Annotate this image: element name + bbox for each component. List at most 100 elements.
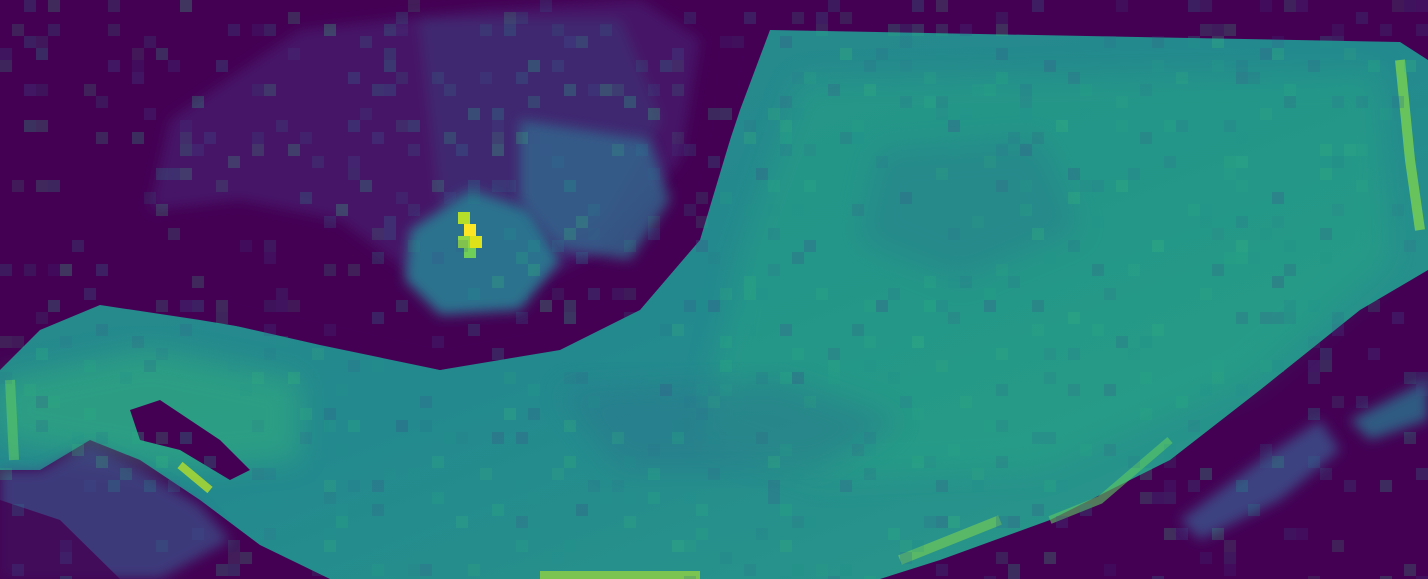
grain-pixel <box>1404 564 1416 576</box>
grain-pixel <box>468 192 480 204</box>
grain-pixel <box>900 540 912 552</box>
grain-pixel <box>864 336 876 348</box>
grain-pixel <box>384 468 396 480</box>
grain-pixel <box>648 84 660 96</box>
grain-pixel <box>780 504 792 516</box>
grain-pixel <box>912 336 924 348</box>
grain-pixel <box>288 372 300 384</box>
grain-pixel <box>756 120 768 132</box>
grain-pixel <box>744 12 756 24</box>
grain-pixel <box>0 372 12 384</box>
grain-pixel <box>864 444 876 456</box>
grain-pixel <box>264 300 276 312</box>
grain-pixel <box>1296 528 1308 540</box>
grain-pixel <box>228 552 240 564</box>
grain-pixel <box>648 372 660 384</box>
grain-pixel <box>84 480 96 492</box>
grain-pixel <box>1080 444 1092 456</box>
grain-pixel <box>936 96 948 108</box>
grain-pixel <box>132 72 144 84</box>
grain-pixel <box>1368 348 1380 360</box>
grain-pixel <box>1020 204 1032 216</box>
grain-pixel <box>768 108 780 120</box>
grain-pixel <box>756 528 768 540</box>
grain-pixel <box>132 132 144 144</box>
grain-pixel <box>792 12 804 24</box>
grain-pixel <box>696 528 708 540</box>
grain-pixel <box>444 132 456 144</box>
grain-pixel <box>540 0 552 12</box>
grain-pixel <box>348 420 360 432</box>
grain-pixel <box>84 360 96 372</box>
grain-pixel <box>1164 456 1176 468</box>
grain-pixel <box>936 168 948 180</box>
grain-pixel <box>1224 156 1236 168</box>
grain-pixel <box>1224 24 1236 36</box>
grain-pixel <box>1092 264 1104 276</box>
grain-pixel <box>996 348 1008 360</box>
grain-pixel <box>636 144 648 156</box>
grain-pixel <box>1320 228 1332 240</box>
grain-pixel <box>1404 240 1416 252</box>
grain-pixel <box>372 228 384 240</box>
grain-pixel <box>1032 324 1044 336</box>
grain-pixel <box>516 132 528 144</box>
grain-pixel <box>504 180 516 192</box>
grain-pixel <box>564 312 576 324</box>
grain-pixel <box>396 72 408 84</box>
grain-pixel <box>828 372 840 384</box>
grain-pixel <box>264 348 276 360</box>
grain-pixel <box>1284 300 1296 312</box>
grain-pixel <box>1164 528 1176 540</box>
grain-pixel <box>624 492 636 504</box>
grain-pixel <box>1224 120 1236 132</box>
grain-pixel <box>132 60 144 72</box>
grain-pixel <box>816 24 828 36</box>
grain-pixel <box>408 204 420 216</box>
grain-pixel <box>1356 12 1368 24</box>
grain-pixel <box>468 324 480 336</box>
grain-pixel <box>996 552 1008 564</box>
grain-pixel <box>1236 252 1248 264</box>
grain-pixel <box>1032 504 1044 516</box>
grain-pixel <box>600 492 612 504</box>
grain-pixel <box>1332 36 1344 48</box>
grain-pixel <box>468 180 480 192</box>
grain-pixel <box>936 48 948 60</box>
grain-pixel <box>1248 504 1260 516</box>
grain-pixel <box>888 288 900 300</box>
grain-pixel <box>720 552 732 564</box>
grain-pixel <box>864 300 876 312</box>
grain-pixel <box>588 480 600 492</box>
grain-pixel <box>1056 516 1068 528</box>
grain-pixel <box>1260 456 1272 468</box>
grain-pixel <box>648 228 660 240</box>
grain-pixel <box>360 180 372 192</box>
grain-pixel <box>504 408 516 420</box>
grain-pixel <box>384 48 396 60</box>
grain-pixel <box>996 516 1008 528</box>
grain-pixel <box>744 132 756 144</box>
grain-pixel <box>228 24 240 36</box>
grain-pixel <box>1368 300 1380 312</box>
grain-pixel <box>36 36 48 48</box>
grain-pixel <box>996 384 1008 396</box>
grain-pixel <box>828 84 840 96</box>
grain-pixel <box>912 0 924 12</box>
grain-pixel <box>156 204 168 216</box>
grain-pixel <box>456 144 468 156</box>
grain-pixel <box>1080 180 1092 192</box>
grain-pixel <box>672 132 684 144</box>
grain-pixel <box>648 108 660 120</box>
grain-pixel <box>1152 492 1164 504</box>
grain-pixel <box>900 96 912 108</box>
grain-pixel <box>168 228 180 240</box>
grain-pixel <box>384 60 396 72</box>
grain-pixel <box>1320 36 1332 48</box>
grain-pixel <box>924 456 936 468</box>
grain-pixel <box>948 516 960 528</box>
grain-pixel <box>36 396 48 408</box>
grain-pixel <box>588 288 600 300</box>
grain-pixel <box>564 180 576 192</box>
